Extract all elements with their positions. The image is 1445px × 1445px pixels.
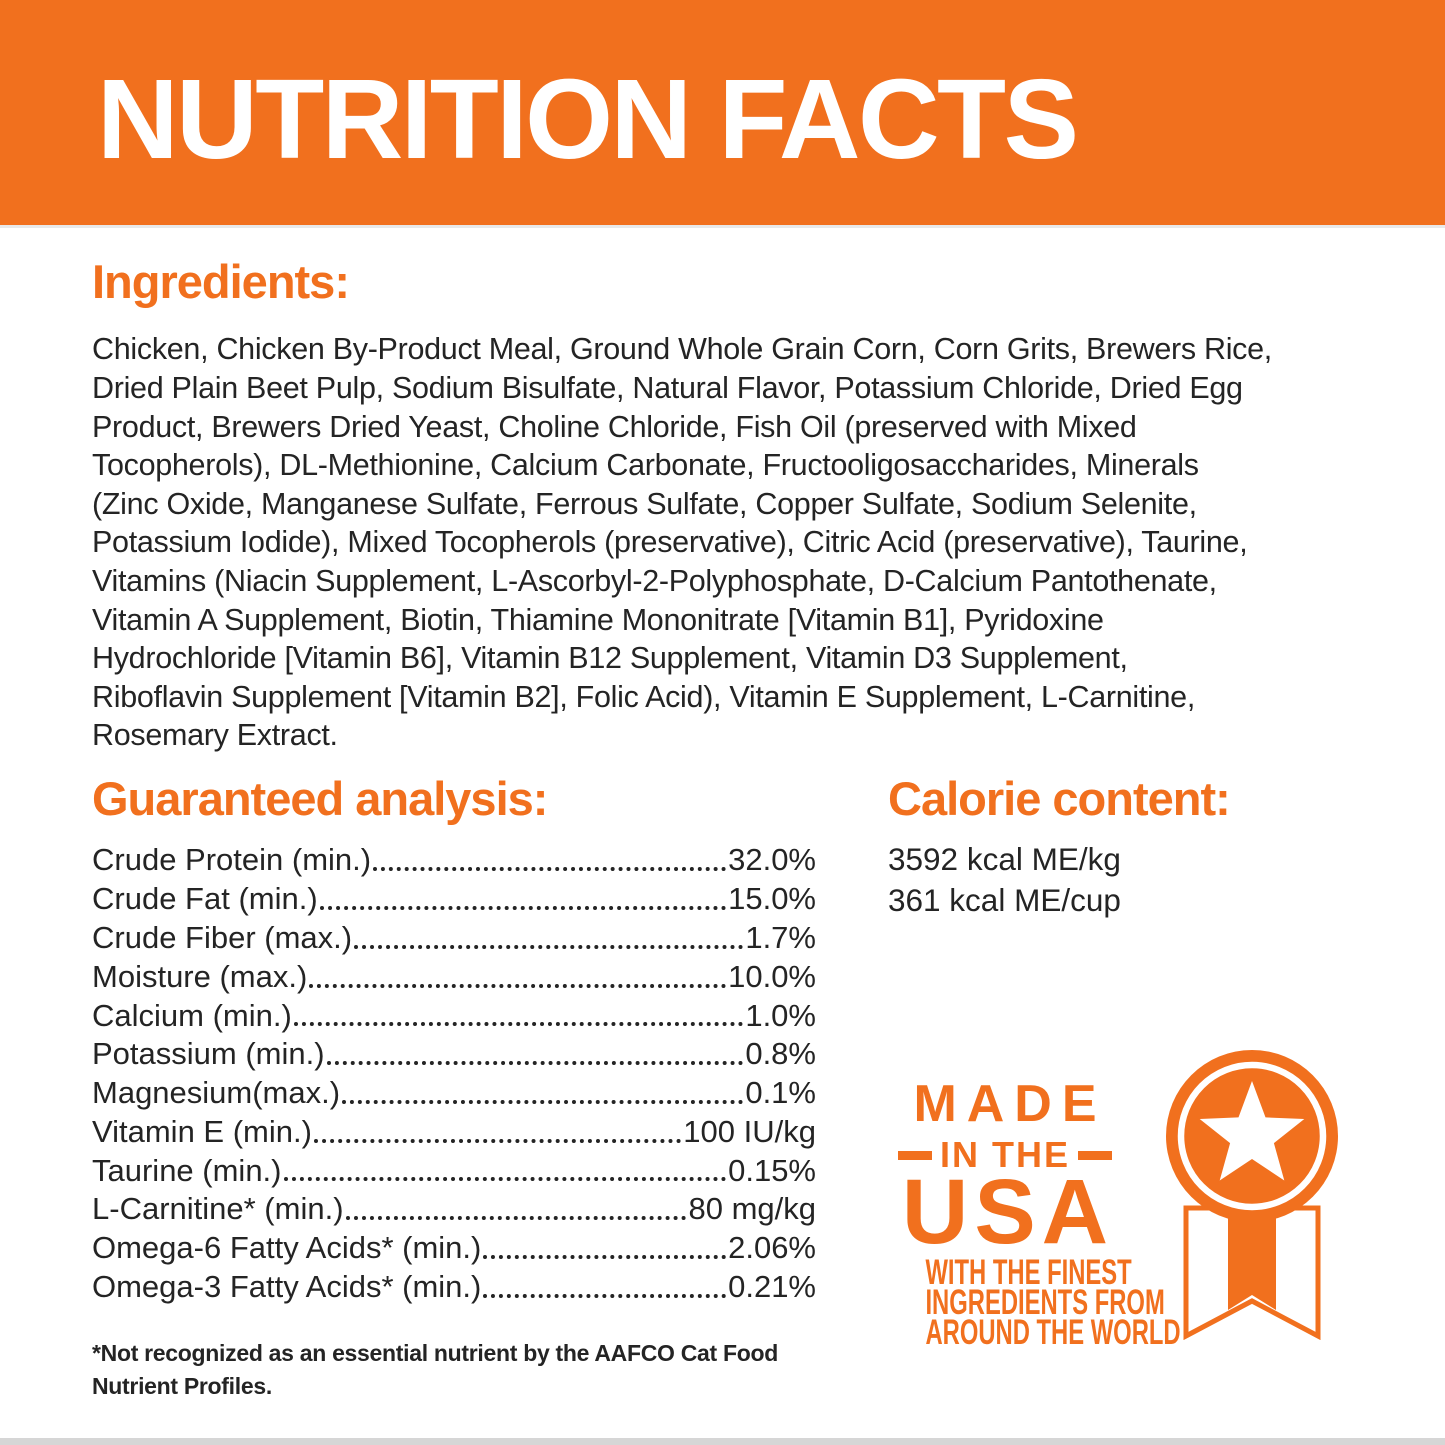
analysis-row-label: Vitamin E (min.): [92, 1113, 312, 1149]
analysis-row: Potassium (min.) 0.8%: [92, 1035, 816, 1074]
calorie-content-section: Calorie content: 3592 kcal ME/kg 361 kca…: [888, 755, 1340, 1353]
footnote: *Not recognized as an essential nutrient…: [92, 1337, 816, 1403]
ingredients-line: Vitamin A Supplement, Biotin, Thiamine M…: [92, 602, 1104, 637]
guaranteed-analysis-section: Guaranteed analysis: Crude Protein (min.…: [92, 755, 816, 1403]
dot-leader: [345, 1216, 687, 1221]
analysis-row: Crude Protein (min.) 32.0%: [92, 841, 816, 880]
analysis-row-value: 80 mg/kg: [688, 1191, 816, 1227]
dash-bar-right: [1078, 1150, 1112, 1160]
ingredients-heading: Ingredients:: [92, 255, 350, 308]
analysis-row-label: Magnesium(max.): [92, 1075, 341, 1111]
ingredients-line: Vitamins (Niacin Supplement, L-Ascorbyl-…: [92, 563, 1217, 598]
dot-leader: [342, 1099, 744, 1104]
analysis-row-label: Crude Fiber (max.): [92, 919, 353, 955]
analysis-row-value: 0.21%: [728, 1269, 816, 1305]
made-in-usa-badge: MADE IN THE USA WITH THE FINEST INGREDIE…: [888, 1050, 1340, 1353]
page-title: NUTRITION FACTS: [97, 56, 1079, 182]
analysis-row: Calcium (min.) 1.0%: [92, 997, 816, 1036]
dot-leader: [283, 1177, 727, 1182]
analysis-row-label: Omega-6 Fatty Acids* (min.): [92, 1230, 482, 1266]
analysis-row-value: 0.8%: [745, 1036, 816, 1072]
analysis-row: Crude Fiber (max.) 1.7%: [92, 919, 816, 958]
footnote-line: Nutrient Profiles.: [92, 1372, 272, 1399]
label-content: Ingredients: Chicken, Chicken By-Product…: [0, 254, 1445, 1403]
bottom-edge-strip: [0, 1438, 1445, 1445]
analysis-row: Taurine (min.) 0.15%: [92, 1152, 816, 1191]
dot-leader: [326, 1061, 744, 1066]
analysis-row-label: Taurine (min.): [92, 1152, 282, 1188]
ingredients-line: Dried Plain Beet Pulp, Sodium Bisulfate,…: [92, 370, 1243, 405]
analysis-row-label: Omega-3 Fatty Acids* (min.): [92, 1269, 482, 1305]
ingredients-text: Chicken, Chicken By-Product Meal, Ground…: [92, 330, 1445, 755]
analysis-row: Magnesium(max.) 0.1%: [92, 1074, 816, 1113]
analysis-row-value: 32.0%: [728, 842, 816, 878]
analysis-row-value: 1.0%: [745, 997, 816, 1033]
analysis-table: Crude Protein (min.) 32.0% Crude Fat (min…: [92, 841, 816, 1307]
calorie-values: 3592 kcal ME/kg 361 kcal ME/cup: [888, 839, 1340, 921]
header-band: NUTRITION FACTS: [0, 0, 1445, 228]
dot-leader: [309, 983, 727, 988]
ingredients-line: Hydrochloride [Vitamin B6], Vitamin B12 …: [92, 641, 1128, 676]
calorie-value-line: 361 kcal ME/cup: [888, 882, 1121, 919]
analysis-row-label: Potassium (min.): [92, 1036, 325, 1072]
badge-subtext-line: AROUND THE WORLD: [925, 1313, 1181, 1353]
calorie-value-line: 3592 kcal ME/kg: [888, 841, 1121, 878]
analysis-row: Omega-3 Fatty Acids* (min.) 0.21%: [92, 1268, 816, 1307]
analysis-row-value: 15.0%: [728, 881, 816, 917]
ingredients-line: Chicken, Chicken By-Product Meal, Ground…: [92, 332, 1272, 367]
dot-leader: [313, 1138, 682, 1143]
analysis-row-label: Calcium (min.): [92, 997, 292, 1033]
dash-bar-left: [897, 1150, 932, 1160]
ingredients-line: Tocopherols), DL-Methionine, Calcium Car…: [92, 448, 1199, 483]
dot-leader: [483, 1293, 727, 1298]
analysis-row-value: 100 IU/kg: [683, 1113, 816, 1149]
badge-subtext: WITH THE FINEST INGREDIENTS FROM AROUND …: [888, 1255, 1181, 1353]
analysis-row: Vitamin E (min.) 100 IU/kg: [92, 1113, 816, 1152]
analysis-row-label: Crude Protein (min.): [92, 842, 372, 878]
dot-leader: [483, 1255, 727, 1260]
analysis-row-label: L-Carnitine* (min.): [92, 1191, 344, 1227]
ingredients-section: Ingredients: Chicken, Chicken By-Product…: [92, 254, 1445, 755]
ingredients-line: Riboflavin Supplement [Vitamin B2], Foli…: [92, 679, 1196, 714]
dot-leader: [319, 905, 727, 910]
medal-star-ribbon-icon: [1166, 1050, 1338, 1341]
analysis-row: L-Carnitine* (min.) 80 mg/kg: [92, 1190, 816, 1229]
lower-columns: Guaranteed analysis: Crude Protein (min.…: [92, 755, 1445, 1403]
badge-line-usa: USA: [901, 1161, 1115, 1264]
analysis-row-value: 0.1%: [745, 1075, 816, 1111]
ingredients-line: (Zinc Oxide, Manganese Sulfate, Ferrous …: [92, 486, 1197, 521]
badge-line-in-the: IN THE: [888, 1135, 1122, 1175]
footnote-line: *Not recognized as an essential nutrient…: [92, 1339, 778, 1366]
ingredients-line: Potassium Iodide), Mixed Tocopherols (pr…: [92, 525, 1248, 560]
ingredients-line: Rosemary Extract.: [92, 718, 338, 753]
dot-leader: [373, 867, 727, 872]
analysis-row: Omega-6 Fatty Acids* (min.) 2.06%: [92, 1229, 816, 1268]
guaranteed-analysis-heading: Guaranteed analysis:: [92, 771, 548, 825]
analysis-row: Moisture (max.) 10.0%: [92, 958, 816, 997]
analysis-row: Crude Fat (min.) 15.0%: [92, 880, 816, 919]
dot-leader: [293, 1022, 744, 1027]
analysis-row-value: 0.15%: [728, 1152, 816, 1188]
calorie-content-heading: Calorie content:: [888, 771, 1231, 825]
analysis-row-value: 2.06%: [728, 1230, 816, 1266]
badge-line-made: MADE: [913, 1075, 1107, 1134]
ingredients-line: Product, Brewers Dried Yeast, Choline Ch…: [92, 409, 1137, 444]
analysis-row-value: 1.7%: [745, 919, 816, 955]
analysis-row-label: Crude Fat (min.): [92, 881, 318, 917]
made-in-usa-text: MADE IN THE USA WITH THE FINEST INGREDIE…: [888, 1076, 1181, 1353]
analysis-row-label: Moisture (max.): [92, 958, 308, 994]
analysis-row-value: 10.0%: [728, 958, 816, 994]
dot-leader: [354, 944, 744, 949]
